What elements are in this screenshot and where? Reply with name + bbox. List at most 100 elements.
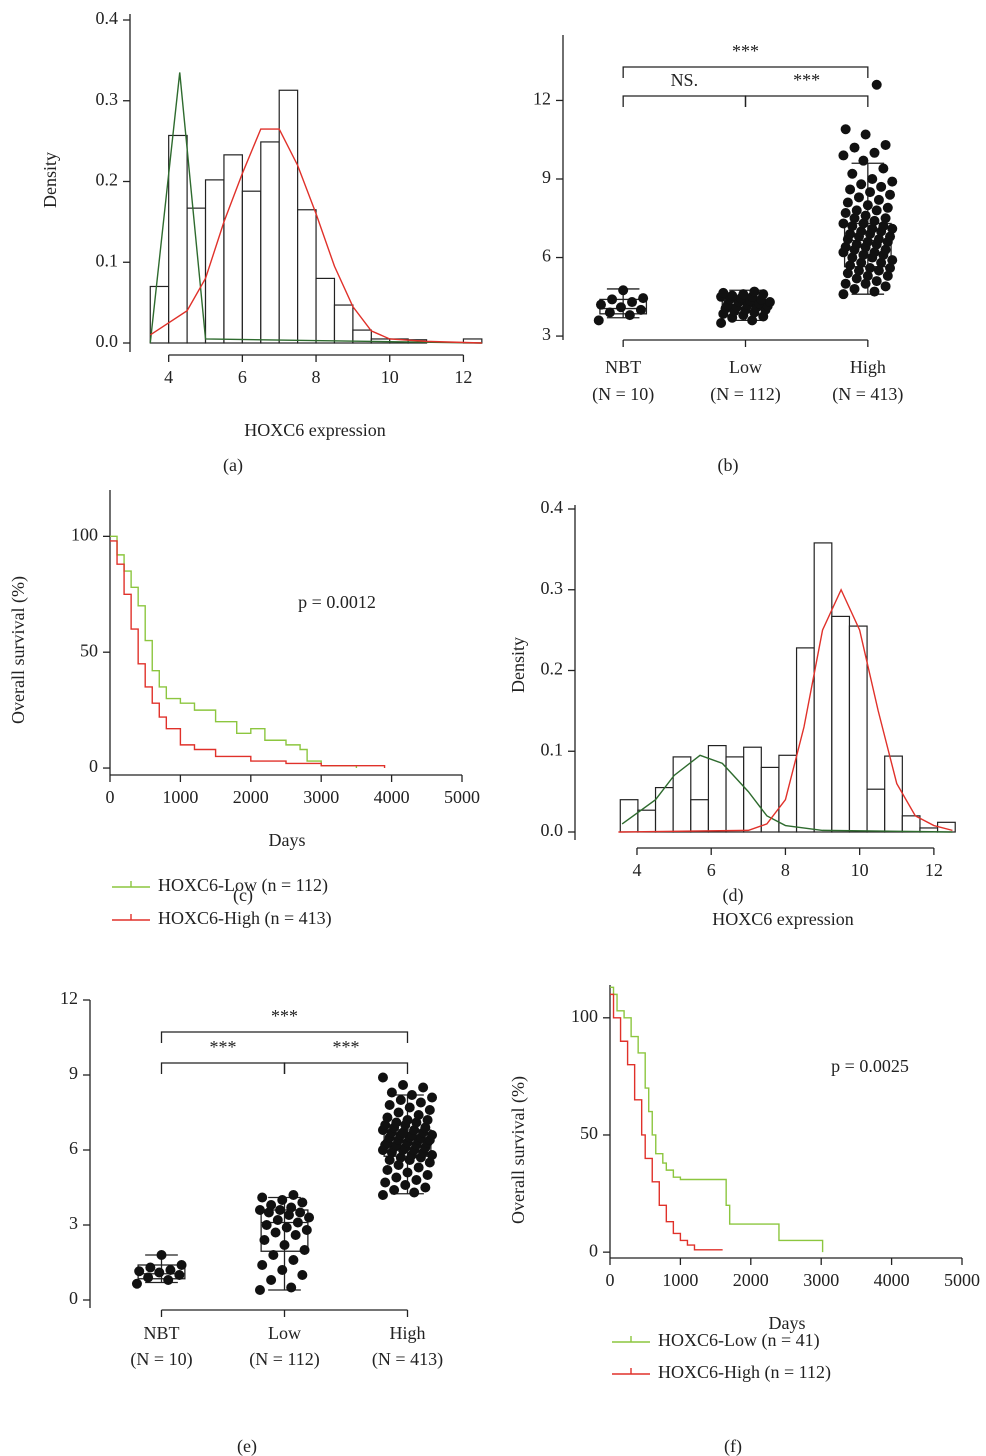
data-point (887, 176, 898, 187)
data-point (838, 218, 849, 229)
x-tick-label: 4000 (374, 787, 410, 807)
x-tick-label: 3000 (303, 787, 339, 807)
data-point (862, 200, 873, 211)
data-point (858, 155, 869, 166)
y-tick-label: 9 (542, 167, 551, 187)
x-tick-label: 4000 (874, 1270, 910, 1290)
data-point (297, 1197, 308, 1208)
y-tick-label: 0 (589, 1240, 598, 1260)
data-point (749, 286, 760, 297)
x-tick-label: 0 (106, 787, 115, 807)
data-point (869, 286, 880, 297)
y-tick-label: 0.2 (541, 659, 564, 679)
x-tick-label: 3000 (803, 1270, 839, 1290)
data-point (758, 289, 769, 300)
data-point (847, 168, 858, 179)
category-sublabel: (N = 10) (130, 1349, 192, 1370)
data-point (288, 1255, 299, 1265)
data-point (842, 268, 853, 279)
data-point (422, 1170, 433, 1180)
data-point (418, 1082, 429, 1093)
y-axis-label: Density (40, 152, 60, 208)
y-tick-label: 100 (571, 1006, 598, 1026)
histogram-bar (690, 799, 710, 833)
data-point (143, 1272, 154, 1283)
x-tick-label: 10 (851, 860, 869, 880)
data-point (851, 273, 862, 284)
data-point (270, 1227, 281, 1238)
data-point (427, 1130, 438, 1140)
histogram-bar (278, 89, 299, 344)
data-point (849, 283, 860, 294)
data-point (887, 223, 898, 234)
data-point (853, 192, 864, 203)
data-point (290, 1230, 301, 1240)
x-tick-label: 2000 (233, 787, 269, 807)
density-curve (149, 128, 482, 344)
data-point (880, 213, 891, 224)
p-value: p = 0.0025 (831, 1056, 909, 1076)
data-point (279, 1240, 290, 1250)
x-tick-label: 12 (454, 367, 472, 387)
data-point (174, 1270, 185, 1280)
data-point (299, 1245, 310, 1255)
data-point (885, 263, 896, 274)
significance-label: NS. (671, 70, 699, 90)
data-point (259, 1235, 270, 1245)
data-point (624, 310, 635, 321)
histogram-bar (186, 207, 207, 344)
x-tick-label: 6 (238, 367, 247, 387)
data-point (727, 290, 738, 301)
y-axis-label: Overall survival (%) (508, 1076, 529, 1224)
category-sublabel: (N = 413) (832, 384, 903, 405)
data-point (413, 1110, 424, 1120)
histogram-bar (760, 766, 780, 833)
category-sublabel: (N = 10) (592, 384, 654, 405)
data-point (847, 221, 858, 232)
data-point (615, 302, 626, 313)
y-tick-label: 0.0 (96, 331, 119, 351)
significance-label: *** (732, 41, 759, 61)
data-point (880, 244, 891, 255)
histogram-bar (241, 190, 262, 344)
data-point (882, 202, 893, 213)
x-tick-label: 4 (632, 860, 641, 880)
x-tick-label: 5000 (444, 787, 480, 807)
histogram-bar (333, 304, 354, 344)
y-tick-label: 0.4 (96, 8, 119, 28)
data-point (880, 139, 891, 150)
data-point (871, 79, 882, 90)
data-point (377, 1072, 388, 1083)
data-point (885, 231, 896, 242)
data-point (840, 208, 851, 219)
significance-bracket (744, 95, 869, 107)
y-tick-label: 12 (60, 988, 78, 1008)
data-point (398, 1080, 409, 1090)
significance-bracket (160, 1062, 286, 1074)
data-point (409, 1125, 420, 1135)
x-axis-label: Days (269, 830, 306, 850)
data-point (420, 1182, 431, 1193)
significance-label: *** (271, 1006, 298, 1026)
data-point (876, 257, 887, 268)
data-point (277, 1195, 288, 1205)
data-point (856, 179, 867, 190)
y-axis-label: Density (508, 637, 528, 693)
histogram-bar (831, 615, 851, 833)
x-tick-label: 4 (164, 367, 173, 387)
y-tick-label: 6 (542, 246, 551, 266)
data-point (292, 1217, 303, 1228)
data-point (380, 1120, 391, 1130)
x-axis-label: HOXC6 expression (712, 909, 854, 929)
histogram-bar (672, 756, 692, 833)
data-point (849, 142, 860, 153)
data-point (391, 1172, 402, 1183)
data-point (865, 263, 876, 274)
data-point (860, 278, 871, 289)
data-point (880, 281, 891, 292)
data-point (873, 265, 884, 276)
data-point (415, 1097, 426, 1108)
data-point (411, 1117, 422, 1128)
data-point (389, 1185, 400, 1195)
data-point (145, 1262, 156, 1273)
